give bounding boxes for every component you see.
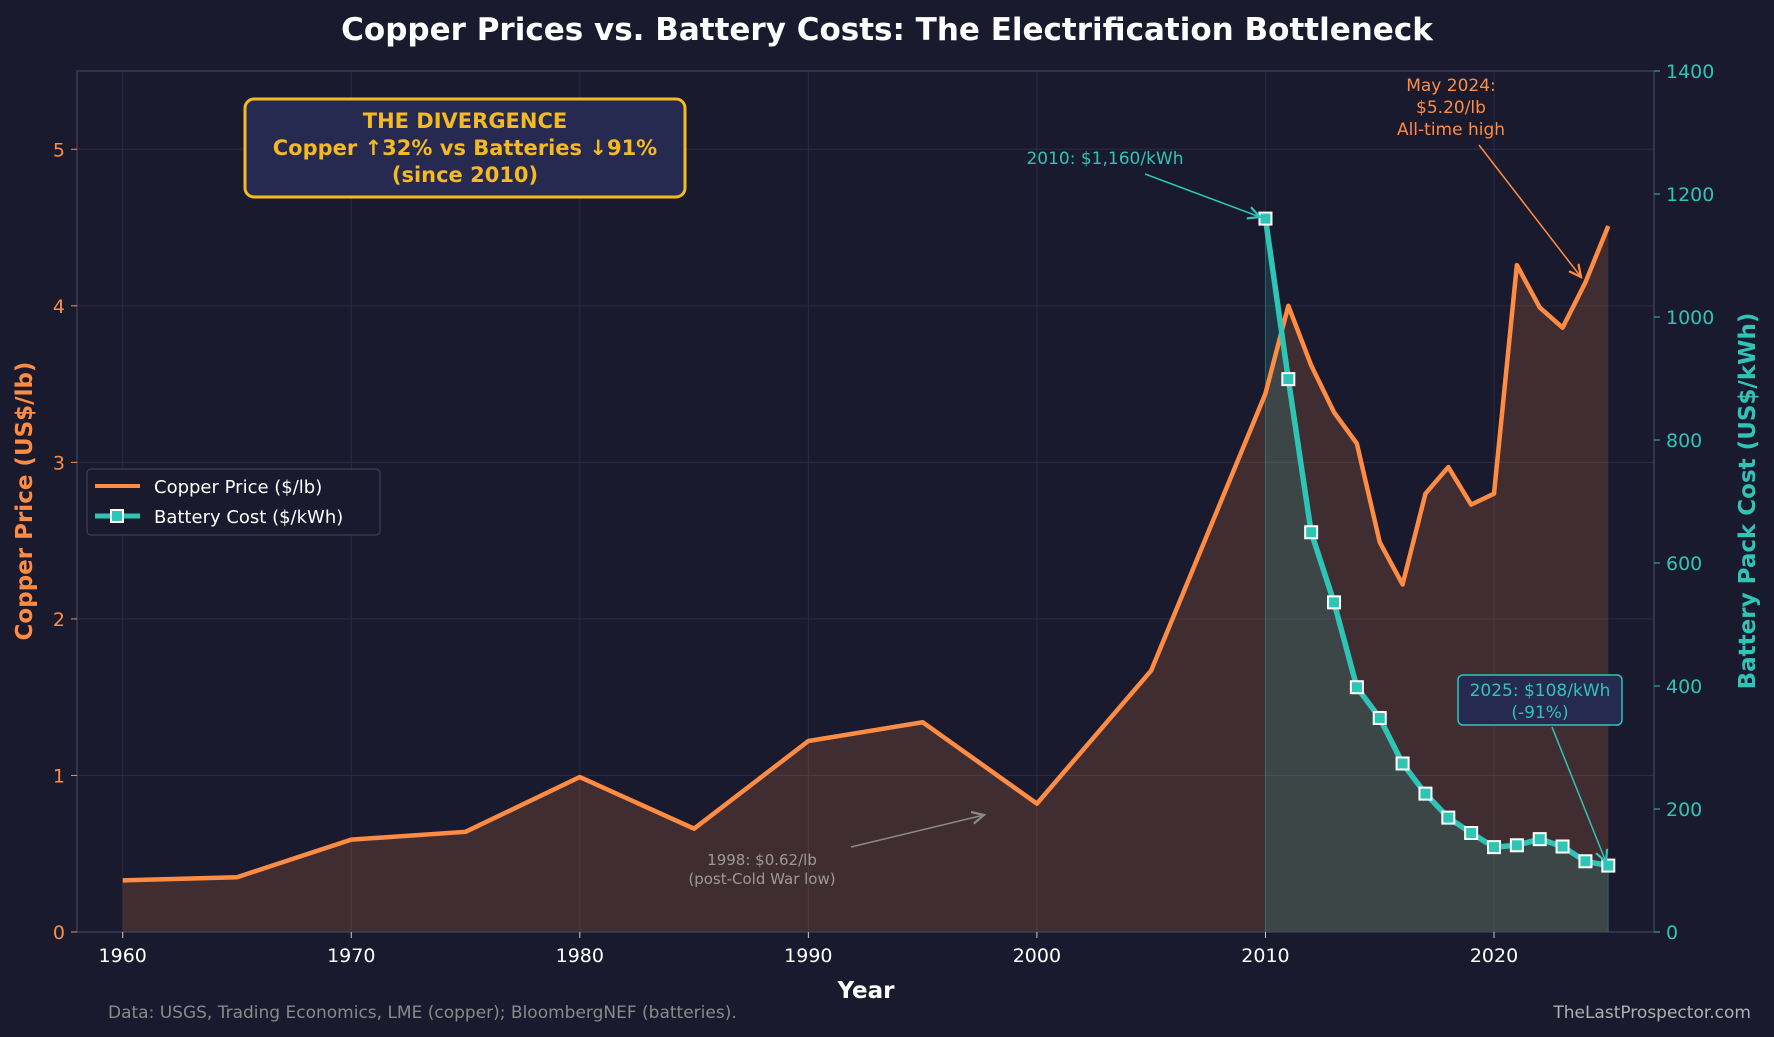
annotation-text: (-91%) [1511,703,1568,723]
x-tick-label: 1960 [99,945,147,967]
y-right-tick-label: 1000 [1666,307,1714,329]
legend-label-copper: Copper Price ($/lb) [154,477,322,498]
battery-point [1441,810,1456,825]
battery-point [1281,372,1296,387]
y-right-tick-label: 600 [1666,553,1702,575]
battery-point [1601,858,1616,873]
lines [122,211,1616,883]
annotation-copper-2024: May 2024: $5.20/lb All-time high [1397,76,1581,277]
divergence-text: Copper ↑32% vs Batteries ↓91% [273,136,657,160]
x-tick-label: 1990 [784,945,832,967]
x-tick-label: 2010 [1241,945,1289,967]
y-axis-left-label: Copper Price (US$/lb) [12,362,38,641]
y-right-tick-label: 400 [1666,676,1702,698]
annotation-text: (post-Cold War low) [688,870,835,888]
annotation-battery-2010: 2010: $1,160/kWh [1026,149,1260,217]
axes: 1960 1970 1980 1990 2000 2010 2020 0 1 2 3 4 5 0 200 40… [53,61,1714,967]
y-right-tick-label: 1200 [1666,184,1714,206]
battery-line [1262,218,1609,869]
x-axis-label: Year [836,978,895,1004]
divergence-text: (since 2010) [392,163,538,187]
annotation-arrow [1144,173,1260,217]
y-right-tick-label: 1400 [1666,61,1714,83]
legend-label-battery: Battery Cost ($/kWh) [154,507,343,528]
y-left-tick-label: 3 [53,452,65,474]
footer-site: TheLastProspector.com [1552,1003,1751,1023]
divergence-box [243,97,687,199]
battery-point [1418,786,1433,801]
y-left-tick-label: 0 [53,922,65,944]
y-right-tick-label: 200 [1666,799,1702,821]
annotation-arrow [850,815,984,848]
battery-point [1555,839,1570,854]
battery-point [1464,825,1479,840]
y-left-tick-label: 5 [53,139,65,161]
annotation-text: $5.20/lb [1416,98,1486,118]
legend: Copper Price ($/lb) Battery Cost ($/kWh) [86,468,381,536]
annotation-battery-2025: 2025: $108/kWh (-91%) [1457,674,1623,862]
annotation-text: 2010: $1,160/kWh [1026,149,1183,169]
battery-point [1578,854,1593,869]
annotation-text: All-time high [1397,120,1505,140]
divergence-callout: THE DIVERGENCE Copper ↑32% vs Batteries … [243,97,687,199]
battery-point [1372,710,1387,725]
x-tick-label: 2020 [1470,945,1518,967]
annotation-arrow [1551,726,1606,862]
plot-frame [76,70,1655,933]
y-right-tick-label: 0 [1666,922,1678,944]
copper-area [122,225,1609,933]
x-tick-label: 2000 [1013,945,1061,967]
battery-point [1327,595,1342,610]
y-left-tick-label: 2 [53,609,65,631]
legend-marker-battery [110,509,124,523]
annotation-text: 1998: $0.62/lb [707,851,817,869]
y-left-tick-label: 1 [53,765,65,787]
y-axis-right-label: Battery Pack Cost (US$/kWh) [1735,313,1761,690]
battery-point [1532,832,1547,847]
divergence-title: THE DIVERGENCE [363,109,567,133]
copper-line [122,225,1611,883]
annotation-copper-1998: 1998: $0.62/lb (post-Cold War low) [688,815,984,888]
footer-source: Data: USGS, Trading Economics, LME (copp… [108,1003,737,1023]
battery-point [1395,756,1410,771]
battery-point [1258,211,1273,226]
battery-point [1487,840,1502,855]
battery-point [1509,838,1524,853]
annotation-arrow [1478,144,1581,277]
battery-point [1304,525,1319,540]
chart-title: Copper Prices vs. Battery Costs: The Ele… [341,12,1434,48]
y-right-tick-label: 800 [1666,430,1702,452]
battery-point [1349,680,1364,695]
y-left-tick-label: 4 [53,296,65,318]
annotation-box [1457,674,1623,726]
annotation-text: May 2024: [1406,76,1496,96]
legend-box [86,468,381,536]
x-tick-label: 1980 [556,945,604,967]
annotation-text: 2025: $108/kWh [1470,681,1611,701]
x-tick-label: 1970 [327,945,375,967]
